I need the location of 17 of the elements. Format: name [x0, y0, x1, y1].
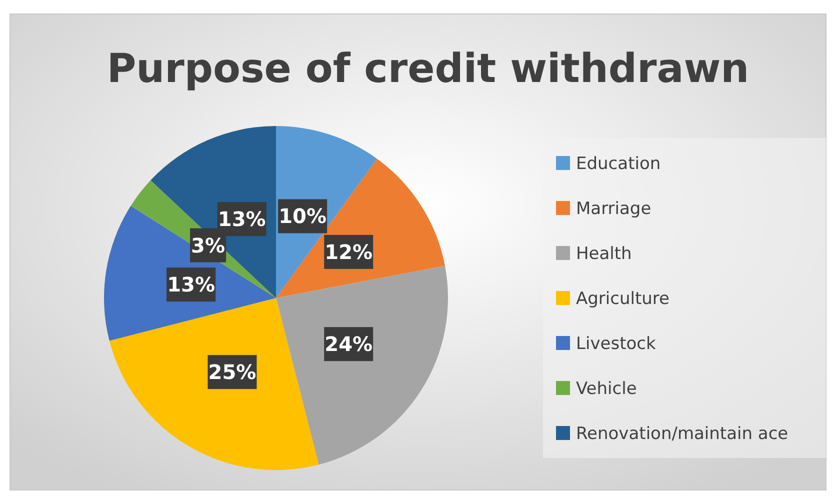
- legend-label: Renovation/maintain ace: [576, 424, 788, 444]
- data-label: 13%: [167, 272, 215, 297]
- pie-slice: [276, 266, 448, 465]
- data-label: 24%: [324, 332, 373, 356]
- chart-title: Purpose of credit withdrawn: [106, 46, 750, 92]
- pie-slice: [109, 298, 319, 470]
- legend-label: Health: [576, 244, 632, 264]
- legend-label: Agriculture: [576, 289, 670, 309]
- data-label: 25%: [208, 360, 256, 384]
- data-label: 13%: [218, 207, 266, 232]
- data-label: 3%: [191, 233, 226, 258]
- legend-label: Education: [576, 154, 661, 174]
- legend-label: Vehicle: [576, 379, 637, 399]
- data-label: 12%: [324, 240, 373, 264]
- legend-label: Livestock: [576, 334, 656, 354]
- data-label: 10%: [278, 204, 327, 228]
- legend-label: Marriage: [576, 199, 652, 219]
